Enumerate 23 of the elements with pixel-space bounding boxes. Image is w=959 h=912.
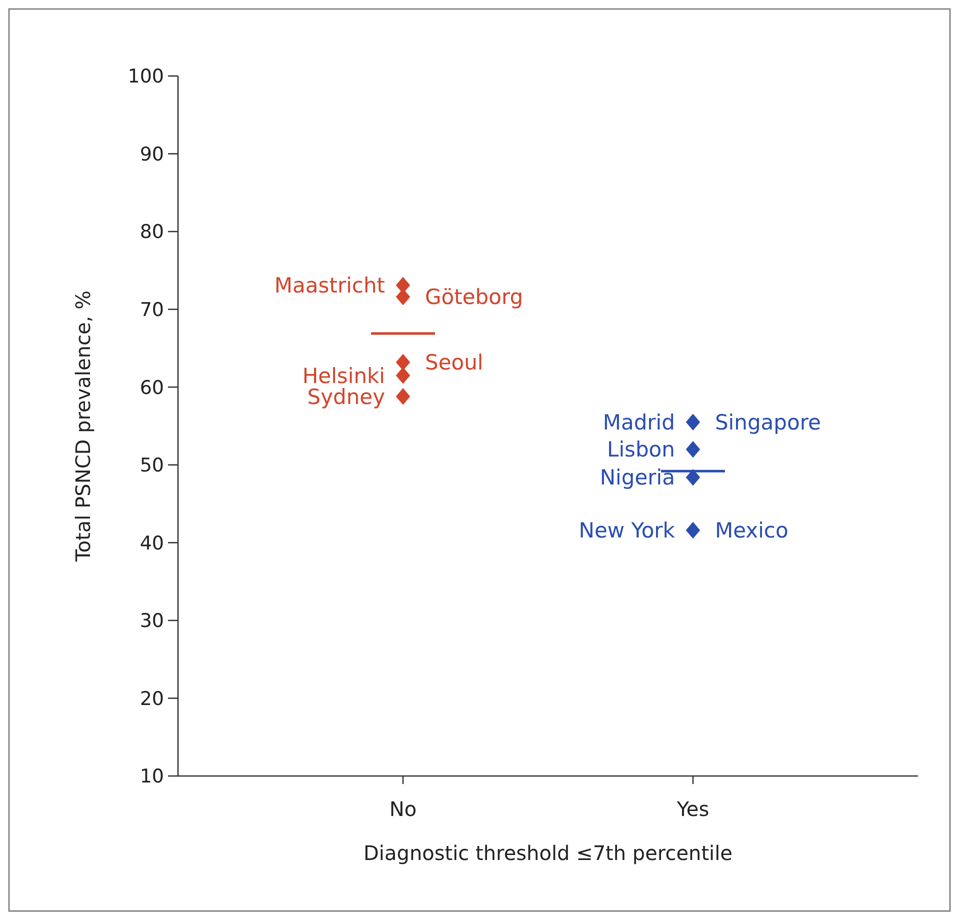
annotation: Mexico [714, 518, 788, 543]
y-tick-label: 90 [140, 143, 164, 166]
x-tick-label: Yes [676, 797, 710, 821]
y-tick-label: 80 [140, 221, 164, 244]
x-axis-title: Diagnostic threshold ≤7th percentile [364, 841, 732, 865]
y-tick-label: 50 [140, 454, 164, 477]
annotation: Nigeria [600, 466, 675, 490]
y-axis-title: Total PSNCD prevalence, % [71, 290, 95, 562]
x-tick-label: No [389, 797, 417, 821]
annotation: Göteborg [425, 285, 524, 310]
y-tick-label: 100 [128, 66, 164, 88]
y-tick-label: 10 [140, 766, 164, 788]
y-tick-label: 70 [140, 298, 164, 321]
annotation: Lisbon [607, 438, 675, 462]
y-tick-label: 40 [140, 532, 164, 554]
annotation: Seoul [425, 350, 484, 375]
annotation: Maastricht [274, 274, 386, 298]
y-tick-label: 20 [140, 688, 164, 710]
annotation: New York [578, 518, 676, 543]
y-tick-label: 60 [140, 376, 164, 399]
y-tick-label: 30 [140, 610, 164, 632]
annotation: Singapore [714, 410, 821, 434]
annotation: Madrid [602, 410, 675, 434]
